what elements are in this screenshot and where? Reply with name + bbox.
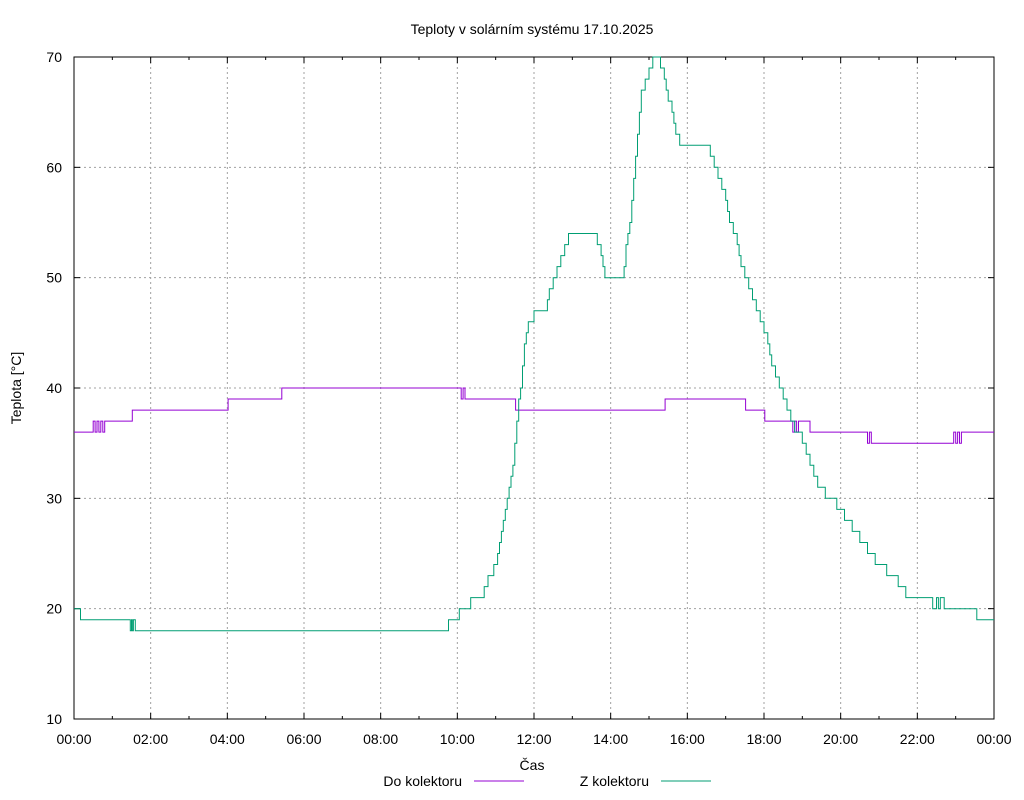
x-tick-label: 06:00 xyxy=(286,731,321,747)
legend: Do kolektoru Z kolektoru xyxy=(383,773,711,789)
y-tick-label: 30 xyxy=(46,490,62,506)
x-tick-label: 02:00 xyxy=(133,731,168,747)
x-tick-label: 10:00 xyxy=(440,731,475,747)
y-tick-label: 40 xyxy=(46,380,62,396)
x-tick-label: 22:00 xyxy=(900,731,935,747)
y-axis-label: Teplota [°C] xyxy=(8,352,24,425)
y-tick-label: 60 xyxy=(46,159,62,175)
x-tick-label: 18:00 xyxy=(746,731,781,747)
axis-ticks: 00:00 02:00 04:00 06:00 08:00 10:00 12:00 14:00… xyxy=(46,49,1011,747)
y-tick-label: 10 xyxy=(46,711,62,727)
chart-title: Teploty v solárním systému 17.10.2025 xyxy=(411,21,654,37)
x-tick-label: 12:00 xyxy=(516,731,551,747)
x-tick-label: 00:00 xyxy=(976,731,1011,747)
x-tick-label: 16:00 xyxy=(670,731,705,747)
series-lines xyxy=(74,56,994,632)
x-tick-label: 00:00 xyxy=(56,731,91,747)
y-tick-label: 20 xyxy=(46,601,62,617)
x-axis-label: Čas xyxy=(520,757,545,773)
x-tick-label: 08:00 xyxy=(363,731,398,747)
series-line-2 xyxy=(74,56,994,632)
legend-label: Do kolektoru xyxy=(383,773,462,789)
grid xyxy=(74,57,994,719)
x-tick-label: 14:00 xyxy=(593,731,628,747)
y-tick-label: 50 xyxy=(46,270,62,286)
y-tick-label: 70 xyxy=(46,49,62,65)
legend-label: Z kolektoru xyxy=(580,773,649,789)
x-tick-label: 04:00 xyxy=(210,731,245,747)
series-line-1 xyxy=(74,387,994,444)
x-tick-label: 20:00 xyxy=(823,731,858,747)
